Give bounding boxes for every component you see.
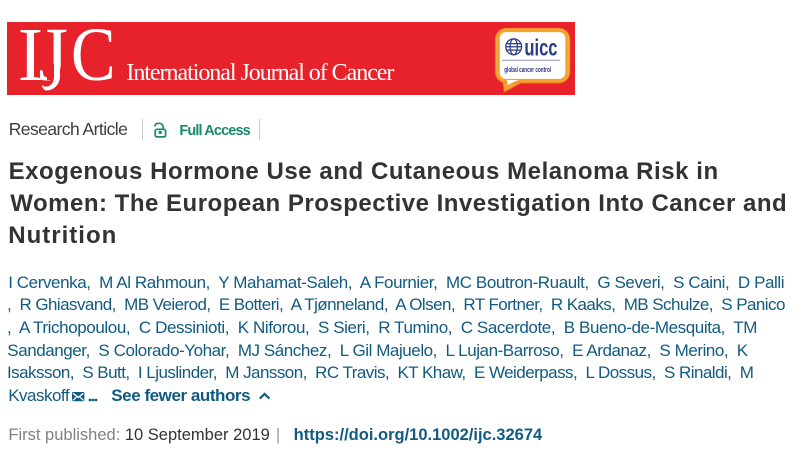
svg-text:global cancer control: global cancer control [504, 65, 551, 73]
svg-text:uicc: uicc [524, 36, 557, 61]
